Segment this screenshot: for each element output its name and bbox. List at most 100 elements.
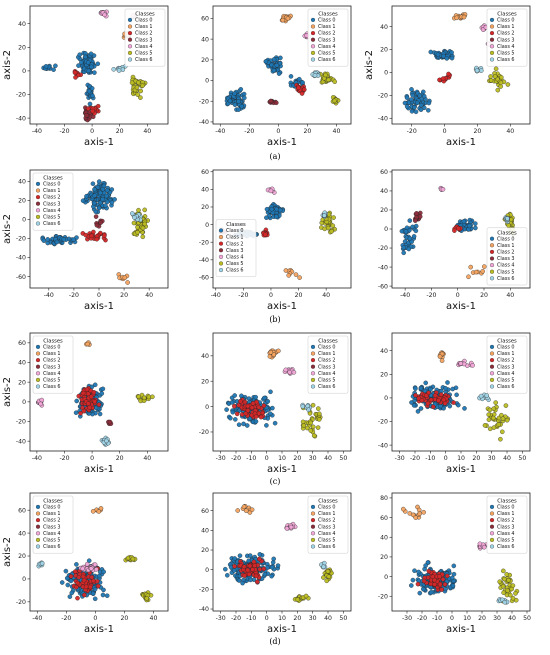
- data-point-class-0: [428, 49, 434, 55]
- data-point-class-1: [480, 269, 485, 274]
- data-point-class-5: [138, 88, 143, 94]
- data-point-class-0: [86, 68, 91, 74]
- data-point-class-5: [488, 78, 494, 83]
- data-point-class-2: [88, 394, 94, 399]
- x-tick-label: 20: [120, 615, 128, 622]
- data-point-class-0: [59, 580, 65, 585]
- y-tick-label: 40: [380, 24, 388, 31]
- data-point-class-0: [91, 200, 97, 206]
- legend-marker: [35, 201, 41, 206]
- row-label-a: (a): [269, 152, 281, 161]
- data-point-class-6: [322, 213, 327, 218]
- data-point-class-0: [418, 102, 424, 108]
- data-point-class-5: [482, 423, 488, 428]
- data-point-class-0: [447, 403, 453, 409]
- data-point-class-0: [451, 563, 457, 569]
- legend-title: Classes: [226, 222, 246, 228]
- scatter-panel-a-2: -40 -20 0 20 40-40-200204060axis-1ClassesCla…: [199, 5, 352, 148]
- data-point-class-0: [411, 403, 417, 408]
- legend-entry: Class 2: [497, 31, 515, 37]
- data-point-class-5: [138, 95, 143, 100]
- data-point-class-3: [84, 113, 89, 118]
- x-tick-label: 50: [339, 455, 347, 462]
- data-point-class-2: [91, 229, 96, 235]
- y-tick-label: -60: [16, 274, 26, 281]
- legend-marker: [35, 344, 41, 349]
- x-tick-label: 20: [303, 128, 311, 135]
- data-point-class-0: [462, 406, 467, 411]
- y-axis-label: axis-2: [2, 537, 13, 567]
- data-point-class-0: [97, 573, 102, 579]
- data-point-class-5: [134, 85, 140, 90]
- legend-marker: [127, 24, 133, 29]
- x-tick-label: -30: [402, 615, 412, 622]
- data-point-class-2: [415, 581, 421, 587]
- y-axis-label: axis-2: [2, 214, 13, 244]
- data-point-class-2: [82, 592, 87, 598]
- data-point-class-4: [39, 397, 45, 403]
- data-point-class-0: [418, 406, 424, 411]
- data-point-class-2: [437, 581, 443, 587]
- x-tick-label: -40: [211, 292, 221, 299]
- data-point-class-4: [440, 187, 446, 192]
- legend-marker: [127, 57, 133, 62]
- data-point-class-2: [426, 568, 432, 574]
- x-axis-label: axis-1: [84, 624, 114, 635]
- x-tick-label: 20: [116, 128, 124, 135]
- legend-entry: Class 0: [318, 18, 336, 24]
- data-point-class-0: [271, 57, 277, 62]
- data-point-class-5: [504, 417, 510, 423]
- data-point-class-2: [238, 399, 243, 404]
- data-point-class-2: [250, 401, 256, 406]
- legend-marker: [35, 358, 41, 363]
- data-point-class-2: [96, 402, 102, 407]
- data-point-class-0: [401, 245, 407, 250]
- data-point-class-4: [291, 370, 297, 375]
- scatter-panel-c-1: -40 -20 0 20 40 -40 -20 0 20 40 60 axis-1 axis-2 Clas…: [2, 332, 169, 475]
- y-tick-label: -20: [378, 93, 388, 100]
- legend-entry: Class 3: [43, 201, 61, 207]
- data-point-class-2: [242, 573, 247, 578]
- y-tick-label: 40: [380, 188, 388, 195]
- data-point-class-6: [130, 211, 135, 216]
- data-point-class-0: [100, 196, 105, 202]
- data-point-class-0: [238, 87, 244, 92]
- data-point-class-5: [500, 584, 506, 589]
- data-point-class-2: [255, 579, 260, 585]
- data-point-class-0: [418, 385, 424, 391]
- data-point-class-2: [81, 577, 87, 583]
- data-point-class-0: [232, 556, 237, 561]
- legend-entry: Class 0: [43, 345, 61, 351]
- legend-marker: [489, 236, 495, 241]
- x-axis-label: axis-1: [267, 301, 297, 312]
- y-tick-label: 40: [201, 187, 209, 194]
- data-point-class-2: [94, 236, 100, 242]
- data-point-class-0: [230, 409, 236, 415]
- data-point-class-0: [87, 101, 93, 107]
- legend-marker: [35, 531, 41, 536]
- data-point-class-0: [416, 569, 421, 575]
- data-point-class-5: [487, 407, 493, 413]
- data-point-class-2: [245, 408, 251, 413]
- data-point-class-1: [125, 280, 130, 285]
- legend-entry: Class 5: [318, 538, 336, 544]
- x-tick-label: 10: [278, 615, 286, 622]
- x-tick-label: -40: [44, 292, 54, 299]
- legend-entry: Class 5: [497, 51, 515, 57]
- legend-marker: [310, 351, 316, 356]
- legend-marker: [310, 531, 316, 536]
- data-point-class-2: [73, 75, 78, 80]
- legend-entry: Class 4: [43, 531, 61, 537]
- legend-entry: Class 6: [135, 57, 153, 63]
- y-tick-label: -20: [16, 599, 26, 606]
- data-point-class-5: [503, 403, 509, 408]
- x-tick-label: -10: [425, 455, 435, 462]
- data-point-class-0: [74, 398, 79, 404]
- data-point-class-2: [425, 401, 431, 406]
- legend-entry: Class 1: [135, 24, 153, 30]
- data-point-class-0: [244, 423, 250, 428]
- legend-entry: Class 4: [497, 44, 515, 50]
- data-point-class-0: [240, 580, 245, 586]
- data-point-class-1: [249, 507, 255, 512]
- legend-marker: [310, 37, 316, 42]
